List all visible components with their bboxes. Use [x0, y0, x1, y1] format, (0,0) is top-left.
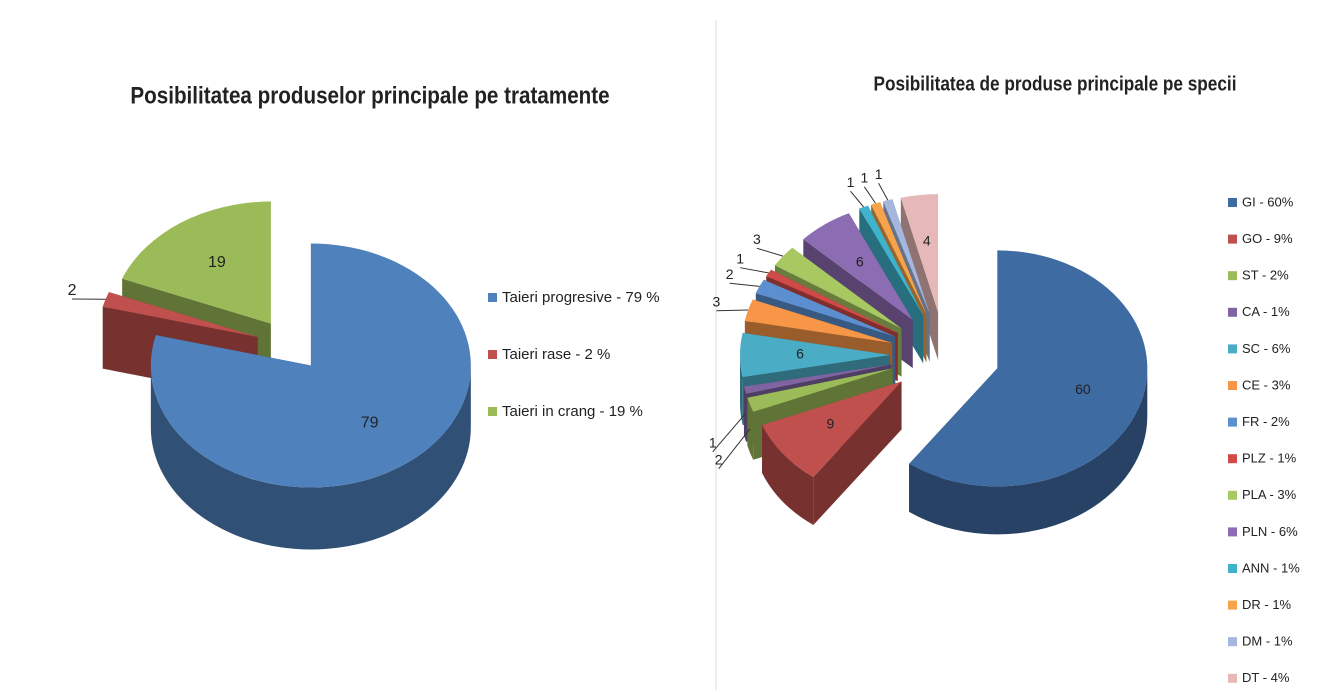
slice — [871, 202, 927, 315]
legend-swatch — [1228, 490, 1237, 500]
data-label: 2 — [715, 452, 723, 468]
leader-line — [863, 186, 876, 204]
legend-swatch — [1228, 381, 1237, 390]
slice — [755, 279, 896, 337]
legend-swatch — [488, 350, 497, 359]
legend-label: SC - 6% — [1242, 341, 1291, 356]
legend-swatch — [1228, 564, 1237, 573]
leader-line — [712, 413, 746, 453]
legend-swatch — [1228, 344, 1237, 354]
data-label: 19 — [208, 254, 226, 271]
slice — [747, 368, 893, 412]
slice — [740, 332, 890, 378]
data-label: 2 — [726, 266, 734, 282]
legend-label: PLA - 3% — [1242, 487, 1297, 502]
leader-line — [718, 428, 751, 470]
slice-side — [909, 368, 1148, 535]
slice — [766, 269, 898, 333]
legend-label: GO - 9% — [1242, 231, 1293, 246]
data-label: 60 — [1075, 381, 1091, 397]
leader-line — [716, 309, 749, 312]
legend-label: ANN - 1% — [1242, 560, 1300, 575]
leader-line — [740, 267, 769, 274]
data-label: 2 — [68, 282, 77, 299]
slice — [883, 199, 930, 314]
data-label: 1 — [860, 170, 868, 186]
data-label: 6 — [856, 253, 864, 269]
data-label: 6 — [796, 346, 804, 362]
legend-swatch — [1228, 637, 1237, 647]
legend-swatch — [488, 293, 497, 302]
slice — [774, 247, 902, 329]
legend-label: Taieri progresive - 79 % — [502, 289, 660, 306]
slice — [900, 194, 939, 313]
legend-label: CE - 3% — [1242, 377, 1291, 392]
slice — [122, 201, 271, 324]
legend-label: DM - 1% — [1242, 634, 1293, 649]
legend-label: PLN - 6% — [1242, 524, 1298, 539]
slice — [909, 250, 1148, 487]
data-label: 1 — [709, 435, 717, 451]
data-label: 9 — [827, 416, 835, 432]
slice — [743, 364, 892, 394]
slice — [859, 205, 924, 316]
leader-line — [878, 182, 889, 201]
legend-swatch — [1228, 600, 1237, 610]
legend-label: Taieri rase - 2 % — [502, 346, 610, 363]
chart-title: Posibilitatea produselor principale pe t… — [130, 82, 609, 109]
data-label: 79 — [361, 415, 379, 432]
chart-title: Posibilitatea de produse principale pe s… — [874, 72, 1237, 95]
legend-swatch — [1228, 417, 1237, 427]
legend-label: DR - 1% — [1242, 597, 1292, 612]
slice-side — [740, 355, 743, 426]
legend-swatch — [488, 407, 497, 416]
legend-swatch — [1228, 673, 1237, 683]
slice — [102, 292, 258, 337]
legend-swatch — [1228, 307, 1237, 317]
legend-label: PLZ - 1% — [1242, 451, 1297, 466]
legend-swatch — [1228, 198, 1237, 207]
slice — [150, 243, 471, 488]
slice-side — [743, 386, 747, 442]
data-label: 1 — [736, 250, 744, 266]
legend-swatch — [1228, 271, 1237, 281]
slice-side — [150, 365, 471, 550]
slice — [762, 381, 902, 477]
slice-side — [762, 424, 814, 525]
legend-label: ST - 2% — [1242, 268, 1289, 283]
legend-label: Taieri in crang - 19 % — [502, 403, 643, 420]
legend-swatch — [1228, 454, 1237, 464]
legend-label: DT - 4% — [1242, 670, 1290, 685]
data-label: 4 — [923, 233, 931, 249]
legend-label: GI - 60% — [1242, 194, 1294, 209]
slice — [744, 299, 893, 343]
data-label: 1 — [875, 166, 883, 182]
legend-label: FR - 2% — [1242, 414, 1290, 429]
slice — [803, 213, 913, 320]
data-label: 3 — [753, 231, 761, 247]
data-label: 3 — [713, 293, 721, 309]
leader-line — [756, 247, 784, 257]
legend-swatch — [1228, 234, 1237, 244]
data-label: 1 — [847, 174, 855, 190]
leader-line — [850, 190, 864, 208]
leader-line — [729, 282, 760, 287]
legend-label: CA - 1% — [1242, 304, 1290, 319]
legend-swatch — [1228, 527, 1237, 537]
slice-side — [747, 397, 754, 460]
